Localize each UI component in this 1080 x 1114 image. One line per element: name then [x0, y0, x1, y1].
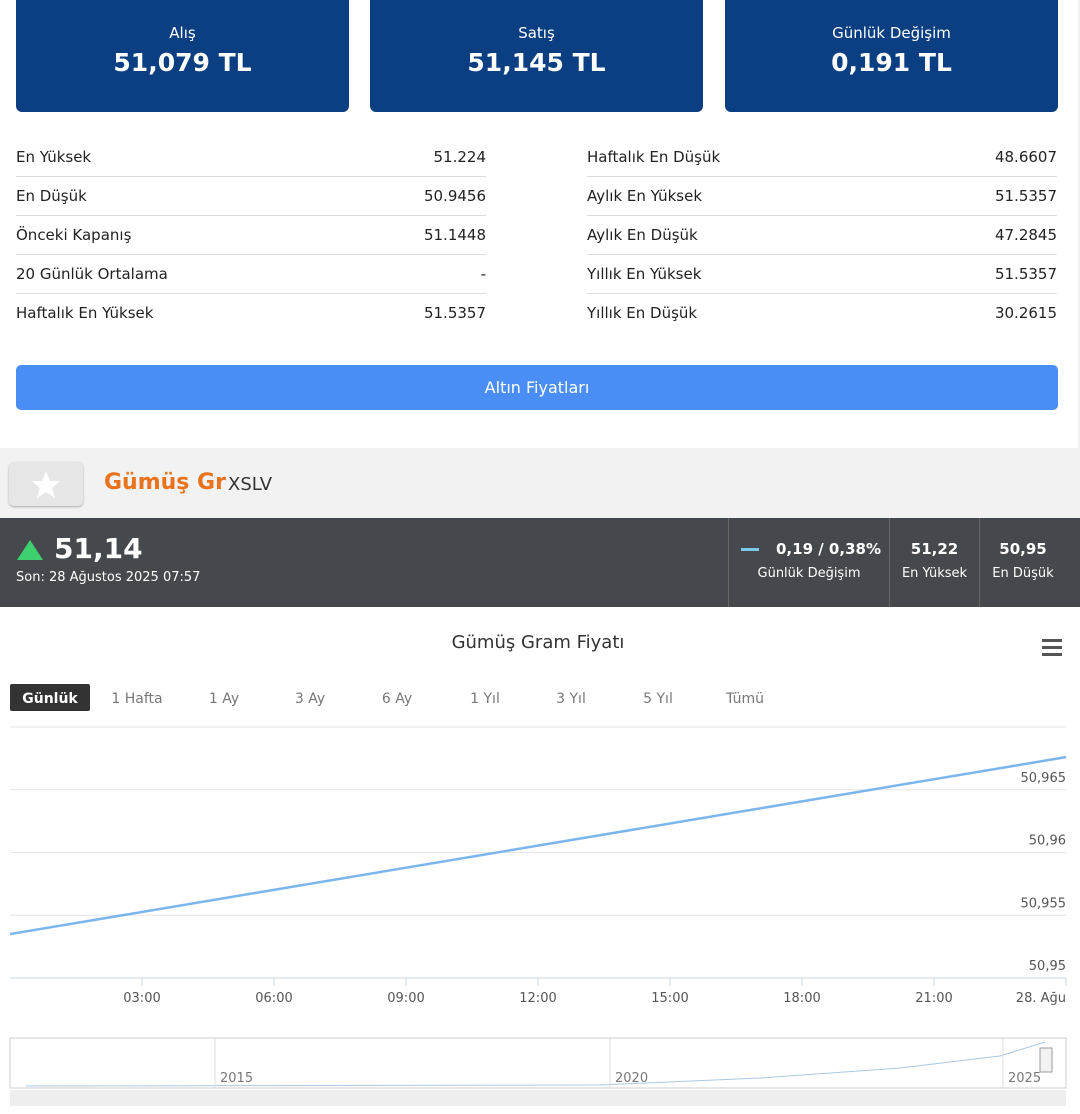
navigator [9, 1037, 1067, 1089]
stat-row: En Yüksek 51.224 [16, 138, 486, 177]
up-arrow [17, 540, 43, 560]
range-button[interactable]: Tümü [725, 691, 764, 707]
stat-row: Aylık En Yüksek 51.5357 [587, 177, 1057, 216]
stat-row: Haftalık En Düşük 48.6607 [587, 138, 1057, 177]
stat-row: 20 Günlük Ortalama - [16, 255, 486, 294]
stat-row: Önceki Kapanış 51.1448 [16, 216, 486, 255]
card: Satış 51,145 TL [370, 0, 703, 112]
navigator-handle[interactable] [1039, 1047, 1053, 1073]
favorite-button[interactable] [9, 462, 83, 506]
stat-value: 51.5357 [994, 265, 1057, 283]
stat-value: 51.1448 [423, 226, 486, 244]
range-button[interactable]: 1 Yıl [470, 691, 500, 707]
scrollbar[interactable] [10, 1090, 1066, 1106]
stat-label: Önceki Kapanış [16, 226, 132, 244]
menu-icon[interactable] [1042, 639, 1062, 656]
line [9, 755, 1067, 936]
x-tick-label: 21:00 [915, 991, 952, 1006]
gold-prices-button[interactable]: Altın Fiyatları [16, 365, 1058, 410]
stat-label: Haftalık En Yüksek [16, 304, 154, 322]
range-selected [10, 684, 90, 711]
card-label: Alış [169, 24, 196, 42]
navigator-label: 2015 [220, 1071, 253, 1086]
range-button[interactable]: 3 Ay [295, 691, 325, 707]
change: 0,19 / 0,38% [776, 540, 881, 558]
star-icon [32, 471, 60, 498]
y-tick-label: 50,95 [1029, 959, 1066, 974]
high-label: En Yüksek [901, 566, 968, 581]
change-label: Günlük Değişim [757, 566, 861, 581]
card-value: 0,191 TL [831, 48, 952, 77]
card-label: Günlük Değişim [832, 24, 951, 42]
stat-value: 48.6607 [994, 148, 1057, 166]
stat-row: Yıllık En Düşük 30.2615 [587, 294, 1057, 332]
stat-label: Yıllık En Yüksek [587, 265, 702, 283]
high: 51,22 [910, 540, 959, 558]
stat-value: 51.5357 [423, 304, 486, 322]
x-tick-label: 18:00 [783, 991, 820, 1006]
stat-row: Aylık En Düşük 47.2845 [587, 216, 1057, 255]
x-tick-label: 06:00 [255, 991, 292, 1006]
stat-value: - [480, 265, 486, 283]
navigator-label: 2020 [615, 1071, 648, 1086]
y-tick-label: 50,96 [1029, 834, 1066, 849]
y-tick-label: 50,965 [1021, 771, 1067, 786]
range-button[interactable]: 3 Yıl [556, 691, 586, 707]
range-button[interactable]: 5 Yıl [643, 691, 673, 707]
navigator-line [25, 1041, 1046, 1087]
stat-label: 20 Günlük Ortalama [16, 265, 168, 283]
chart-title: Gümüş Gram Fiyatı [452, 632, 625, 653]
stat-label: Aylık En Düşük [587, 226, 698, 244]
y-tick-label: 50,955 [1021, 896, 1067, 911]
card-value: 51,079 TL [113, 48, 252, 77]
x-tick-label: 12:00 [519, 991, 556, 1006]
stat-row: En Düşük 50.9456 [16, 177, 486, 216]
x-tick-label: 15:00 [651, 991, 688, 1006]
stat-label: Haftalık En Düşük [587, 148, 721, 166]
stat-label: En Yüksek [16, 148, 92, 166]
stat-value: 47.2845 [994, 226, 1057, 244]
stat-row: Haftalık En Yüksek 51.5357 [16, 294, 486, 332]
low-label: En Düşük [992, 566, 1054, 581]
low: 50,95 [999, 540, 1047, 558]
stat-value: 51.224 [433, 148, 487, 166]
stat-value: 30.2615 [994, 304, 1057, 322]
card: Alış 51,079 TL [16, 0, 349, 112]
price: 51,14 [54, 532, 143, 565]
x-tick-label: 09:00 [387, 991, 424, 1006]
stat-row: Yıllık En Yüksek 51.5357 [587, 255, 1057, 294]
stat-value: 50.9456 [423, 187, 486, 205]
instrument-name: Gümüş Gr [104, 470, 226, 495]
card-value: 51,145 TL [467, 48, 606, 77]
range-button[interactable]: 1 Hafta [111, 691, 162, 707]
range-button[interactable]: 1 Ay [209, 691, 239, 707]
stat-label: Yıllık En Düşük [587, 304, 698, 322]
chart: Gümüş Gram Fiyatı Günlük 1 Hafta 1 Ay 3 Ay 6… [0, 607, 1080, 1114]
x-tick-label: 28. Ağu [1016, 991, 1066, 1006]
time: Son: 28 Ağustos 2025 07:57 [16, 570, 201, 585]
range-button[interactable]: Günlük [22, 691, 78, 707]
card-label: Satış [518, 24, 555, 42]
card: Günlük Değişim 0,191 TL [725, 0, 1058, 112]
navigator-label: 2025 [1008, 1071, 1041, 1086]
quote-bar: 51,14 Son: 28 Ağustos 2025 07:57 0,19 / … [0, 518, 1080, 607]
x-tick-label: 03:00 [123, 991, 160, 1006]
stat-label: En Düşük [16, 187, 87, 205]
stat-value: 51.5357 [994, 187, 1057, 205]
range-button[interactable]: 6 Ay [382, 691, 412, 707]
stat-label: Aylık En Yüksek [587, 187, 703, 205]
instrument-code: XSLV [228, 474, 273, 495]
